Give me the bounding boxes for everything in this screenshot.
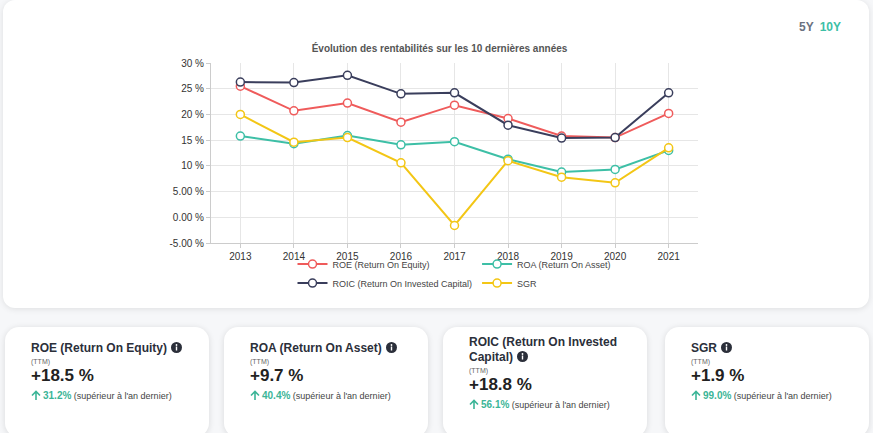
html-text:(TTM): (TTM) — [691, 358, 710, 365]
html-text:+18.5 %: +18.5 % — [31, 366, 94, 385]
html-text:+9.7 %: +9.7 % — [250, 366, 304, 385]
svg-text:ROE (Return On Equity): ROE (Return On Equity) — [333, 260, 430, 270]
svg-text:SGR: SGR — [517, 279, 537, 289]
html-text:+18.8 %: +18.8 % — [469, 375, 532, 394]
html-text:5Y: 5Y — [799, 20, 814, 34]
svg-text:2020: 2020 — [604, 251, 627, 262]
svg-text:ROIC (Return On Invested Capit: ROIC (Return On Invested Capital) — [333, 279, 473, 289]
html-text:+1.9 %: +1.9 % — [691, 366, 745, 385]
svg-text:5.00 %: 5.00 % — [173, 186, 204, 197]
html-text:40.4% (supérieur à l'an dernie: 40.4% (supérieur à l'an dernier) — [262, 390, 391, 401]
svg-text:2014: 2014 — [283, 251, 306, 262]
svg-text:2016: 2016 — [389, 251, 413, 262]
svg-text:15 %: 15 % — [181, 135, 204, 146]
html-text:99.0% (supérieur à l'an dernie: 99.0% (supérieur à l'an dernier) — [703, 390, 832, 401]
svg-text:-5.00 %: -5.00 % — [170, 238, 205, 249]
html-text:56.1% (supérieur à l'an dernie: 56.1% (supérieur à l'an dernier) — [481, 399, 610, 410]
svg-text:2017: 2017 — [443, 251, 466, 262]
svg-text:20 %: 20 % — [181, 109, 204, 120]
html-text:31.2% (supérieur à l'an dernie: 31.2% (supérieur à l'an dernier) — [43, 390, 172, 401]
html-text:ROA (Return On Asset): ROA (Return On Asset) — [250, 341, 382, 355]
svg-text:10 %: 10 % — [181, 160, 204, 171]
svg-text:30 %: 30 % — [181, 58, 204, 69]
svg-text:2021: 2021 — [658, 251, 681, 262]
html-text:10Y: 10Y — [819, 20, 841, 34]
html-text:(TTM): (TTM) — [31, 358, 50, 365]
svg-text:2019: 2019 — [550, 251, 573, 262]
svg-text:ROA (Return On Asset): ROA (Return On Asset) — [517, 260, 611, 270]
html-text:ROIC (Return On Invested Capit: ROIC (Return On Invested Capital) — [469, 335, 617, 364]
html-text:SGR: SGR — [691, 341, 717, 355]
svg-text:25 %: 25 % — [181, 83, 204, 94]
svg-text:2018: 2018 — [496, 251, 520, 262]
svg-text:2015: 2015 — [336, 251, 359, 262]
svg-text:2013: 2013 — [229, 251, 252, 262]
html-text:(TTM): (TTM) — [250, 358, 269, 365]
html-text:ROE (Return On Equity): ROE (Return On Equity) — [31, 341, 167, 355]
html-text:(TTM): (TTM) — [469, 367, 488, 374]
svg-text:Évolution des rentabilités sur: Évolution des rentabilités sur les 10 de… — [312, 42, 568, 54]
svg-text:0.00 %: 0.00 % — [173, 212, 204, 223]
